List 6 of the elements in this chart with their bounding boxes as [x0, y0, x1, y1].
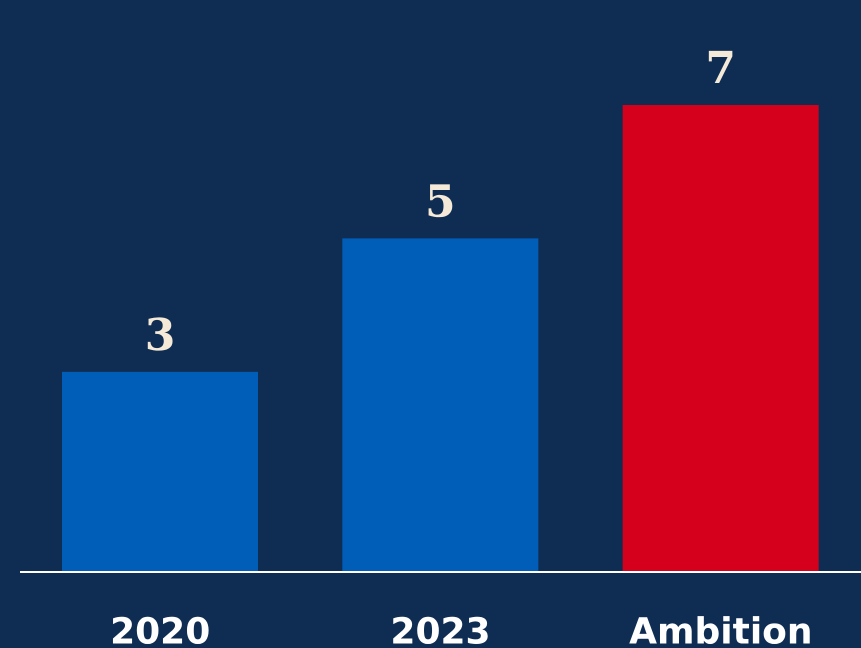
x-tick-label: Ambition	[629, 612, 813, 648]
x-tick-label: 2023	[390, 612, 491, 648]
data-label: 5	[425, 176, 456, 228]
data-label: 3	[144, 310, 176, 361]
x-tick-label: 2020	[110, 612, 210, 648]
data-label: 7	[705, 43, 736, 94]
